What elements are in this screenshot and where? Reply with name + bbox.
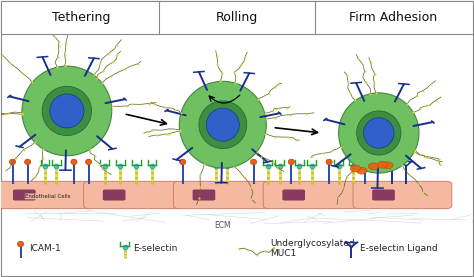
Ellipse shape — [338, 93, 419, 173]
Ellipse shape — [42, 86, 91, 135]
Text: Firm Adhesion: Firm Adhesion — [349, 11, 437, 24]
FancyBboxPatch shape — [283, 189, 305, 201]
FancyBboxPatch shape — [372, 189, 395, 201]
Ellipse shape — [357, 111, 401, 155]
Ellipse shape — [18, 241, 24, 247]
Text: ICAM-1: ICAM-1 — [29, 244, 61, 253]
FancyBboxPatch shape — [353, 181, 452, 209]
FancyBboxPatch shape — [0, 1, 474, 34]
Ellipse shape — [383, 162, 393, 169]
Ellipse shape — [180, 159, 186, 165]
Ellipse shape — [22, 66, 112, 156]
FancyBboxPatch shape — [0, 181, 92, 209]
Ellipse shape — [199, 101, 247, 148]
Text: Rolling: Rolling — [216, 11, 258, 24]
FancyBboxPatch shape — [83, 181, 182, 209]
FancyBboxPatch shape — [263, 181, 362, 209]
Ellipse shape — [350, 165, 361, 172]
Ellipse shape — [9, 159, 16, 165]
Ellipse shape — [25, 159, 31, 165]
Ellipse shape — [288, 159, 294, 165]
Text: ECM: ECM — [215, 221, 231, 230]
Ellipse shape — [368, 163, 379, 170]
FancyBboxPatch shape — [13, 189, 36, 201]
Ellipse shape — [356, 167, 367, 174]
FancyBboxPatch shape — [103, 189, 126, 201]
Text: Endothelial Cells: Endothelial Cells — [25, 194, 71, 199]
Text: Tethering: Tethering — [52, 11, 110, 24]
FancyBboxPatch shape — [173, 181, 272, 209]
Text: E-selectin Ligand: E-selectin Ligand — [360, 244, 438, 253]
Ellipse shape — [377, 161, 388, 168]
Ellipse shape — [326, 159, 332, 165]
Ellipse shape — [50, 94, 84, 128]
Ellipse shape — [362, 159, 368, 165]
Ellipse shape — [85, 159, 91, 165]
Ellipse shape — [250, 159, 256, 165]
Ellipse shape — [206, 108, 239, 141]
Text: Underglycosylated
MUC1: Underglycosylated MUC1 — [270, 239, 355, 258]
Ellipse shape — [179, 81, 266, 168]
FancyBboxPatch shape — [192, 189, 215, 201]
Ellipse shape — [71, 159, 77, 165]
Text: E-selectin: E-selectin — [133, 244, 177, 253]
Ellipse shape — [364, 118, 394, 148]
